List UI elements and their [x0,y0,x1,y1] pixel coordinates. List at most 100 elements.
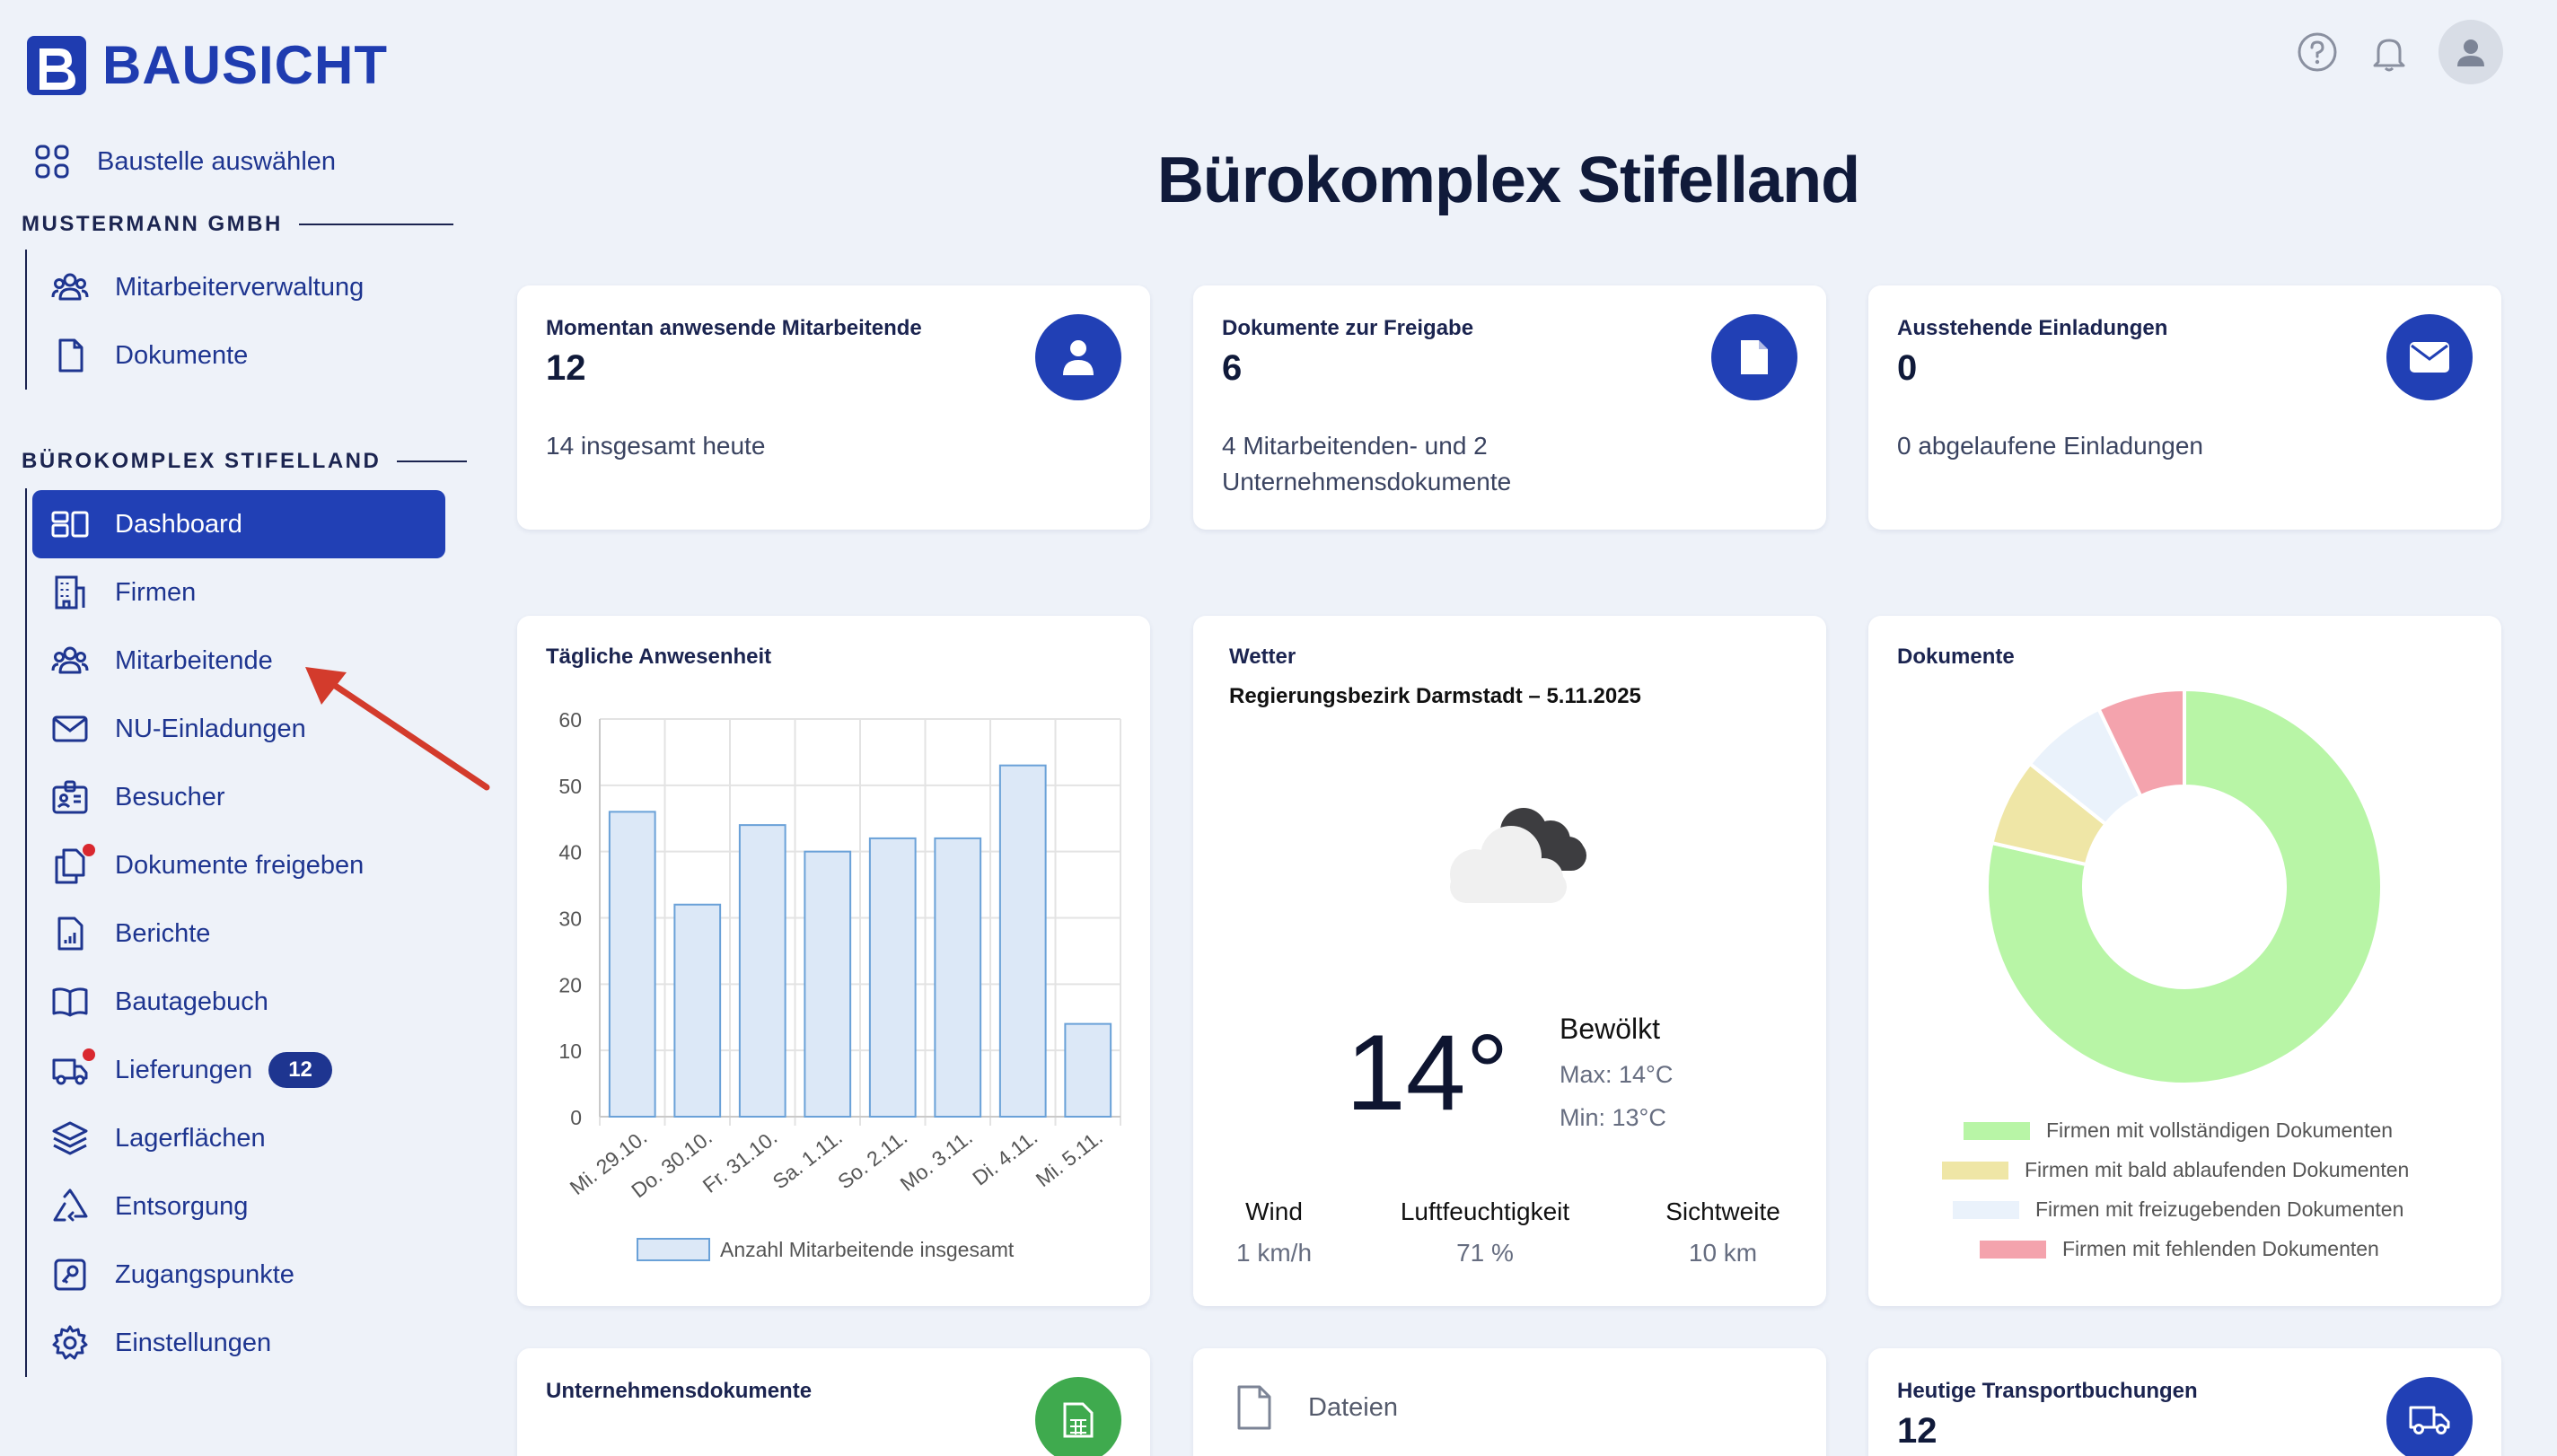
sidebar-item-label: Lieferungen [115,1055,253,1084]
id-badge-icon [50,777,90,817]
files-card[interactable]: Dateien [1193,1348,1826,1456]
sidebar-item-dokumente-freigeben[interactable]: Dokumente freigeben [32,831,445,899]
legend-item[interactable]: Firmen mit freizugebenden Dokumenten [1953,1197,2403,1222]
x-tick-label: Sa. 1.11. [769,1125,847,1193]
transport-bookings-card[interactable]: Heutige Transportbuchungen 12 [1868,1348,2501,1456]
book-icon [50,982,90,1022]
user-avatar-icon [2457,39,2484,66]
bar[interactable] [868,837,917,1118]
stat-card-title: Ausstehende Einladungen [1897,316,2168,340]
sidebar-item-label: Bautagebuch [115,987,268,1016]
brand-logo[interactable]: BAUSICHT [27,34,388,96]
stat-card-value: 12 [546,348,586,388]
sidebar-item-label: Dokumente [115,340,249,370]
legend-swatch [1953,1200,2019,1219]
bar[interactable] [804,850,852,1118]
divider [397,460,468,462]
stat-card-value: 6 [1222,348,1243,388]
bar[interactable] [998,764,1047,1118]
sidebar-item-lagerflaechen[interactable]: Lagerflächen [32,1104,445,1172]
attendance-chart-card: Tägliche Anwesenheit 0 10 20 30 40 50 60 Mi. 29… [517,616,1150,1306]
sidebar-item-nu-einladungen[interactable]: NU-Einladungen [32,695,445,763]
user-icon [1035,314,1121,400]
gear-icon [50,1323,90,1363]
x-tick-label: Di. 4.11. [968,1125,1041,1189]
bausicht-logo-icon [27,35,86,95]
documents-chart-card: Dokumente Firmen mit vollständigen Dokum… [1868,616,2501,1306]
deliveries-count-badge: 12 [268,1052,332,1088]
sidebar-item-mitarbeiterverwaltung[interactable]: Mitarbeiterverwaltung [32,253,445,321]
card-title: Unternehmensdokumente [546,1379,813,1403]
sidebar-item-bautagebuch[interactable]: Bautagebuch [32,968,445,1036]
sidebar-item-label: Mitarbeiterverwaltung [115,272,365,302]
user-avatar[interactable] [2438,20,2503,84]
stat-card-present-employees[interactable]: Momentan anwesende Mitarbeitende 12 14 i… [517,285,1150,530]
donut-slice[interactable] [2096,688,2186,799]
bar[interactable] [673,903,722,1118]
bell-icon[interactable] [2367,30,2412,75]
weather-title: Wetter [1229,645,1296,669]
annotation-arrow-icon [305,667,490,791]
stat-card-subtext: 14 insgesamt heute [546,432,766,460]
sidebar-item-zugangspunkte[interactable]: Zugangspunkte [32,1241,445,1309]
documents-donut-chart [1985,688,2384,1086]
stat-card-title: Momentan anwesende Mitarbeitende [546,316,922,340]
company-documents-card[interactable]: Unternehmensdokumente [517,1348,1150,1456]
org-group-line [25,250,27,390]
donut-slice[interactable] [1985,688,2384,1086]
select-site-link[interactable]: Baustelle auswählen [27,127,440,196]
cloud-icon [1450,808,1586,903]
legend-swatch [1964,1121,2030,1140]
legend-item[interactable]: Firmen mit fehlenden Dokumenten [1980,1237,2379,1261]
sidebar-item-berichte[interactable]: Berichte [32,899,445,968]
weather-humidity: Luftfeuchtigkeit 71 % [1382,1197,1588,1267]
bar[interactable] [608,811,656,1118]
building-icon [50,573,90,612]
legend-item[interactable]: Firmen mit bald ablaufenden Dokumenten [1942,1158,2409,1182]
documents-icon [50,844,95,885]
x-tick-label: Mi. 5.11. [1032,1125,1107,1191]
legend-swatch [637,1238,710,1261]
stat-card-documents-approval[interactable]: Dokumente zur Freigabe 6 4 Mitarbeitende… [1193,285,1826,530]
stat-card-value: 12 [1897,1411,1938,1451]
truck-icon [50,1048,95,1090]
dashboard-icon [50,504,90,544]
legend-label[interactable]: Anzahl Mitarbeitende insgesamt [720,1238,1015,1261]
y-tick-label: 40 [558,841,582,864]
legend-label: Firmen mit freizugebenden Dokumenten [2035,1197,2404,1221]
sidebar-item-mitarbeitende[interactable]: Mitarbeitende [32,627,445,695]
grid-icon [32,142,72,181]
weather-min: Min: 13°C [1560,1104,1666,1131]
weather-max: Max: 14°C [1560,1061,1674,1088]
sidebar-item-einstellungen[interactable]: Einstellungen [32,1309,445,1377]
legend-item[interactable]: Firmen mit vollständigen Dokumenten [1964,1118,2393,1143]
sidebar-item-dashboard[interactable]: Dashboard [32,490,445,558]
weather-visibility: Sichtweite 10 km [1651,1197,1795,1267]
sidebar-item-dokumente[interactable]: Dokumente [32,321,445,390]
x-tick-label: Fr. 31.10. [699,1125,782,1197]
sidebar-item-label: Berichte [115,918,211,948]
card-title: Heutige Transportbuchungen [1897,1379,2198,1403]
truck-icon [2386,1377,2473,1456]
bar[interactable] [934,837,982,1118]
sidebar-item-lieferungen[interactable]: Lieferungen 12 [32,1036,445,1104]
files-label: Dateien [1308,1392,1398,1422]
y-tick-label: 30 [558,908,582,931]
stat-card-subtext: 0 abgelaufene Einladungen [1897,432,2203,460]
bar[interactable] [1064,1022,1112,1118]
help-icon[interactable] [2295,30,2340,75]
stat-card-pending-invitations[interactable]: Ausstehende Einladungen 0 0 abgelaufene … [1868,285,2501,530]
bar[interactable] [738,824,786,1118]
recycle-icon [50,1187,90,1226]
sidebar-item-label: Zugangspunkte [115,1259,294,1289]
sidebar-item-entsorgung[interactable]: Entsorgung [32,1172,445,1241]
site-group-label: BÜROKOMPLEX STIFELLAND [22,449,468,474]
stat-card-subtext: 4 Mitarbeitenden- und 2 Unternehmensdoku… [1222,432,1512,496]
sidebar-item-besucher[interactable]: Besucher [32,763,445,831]
sidebar-item-firmen[interactable]: Firmen [32,558,445,627]
divider [298,224,453,225]
sidebar-item-label: Entsorgung [115,1191,249,1221]
sidebar-item-label: Firmen [115,577,197,607]
weather-temperature: 14° [1346,1013,1509,1133]
file-icon [1711,314,1797,400]
